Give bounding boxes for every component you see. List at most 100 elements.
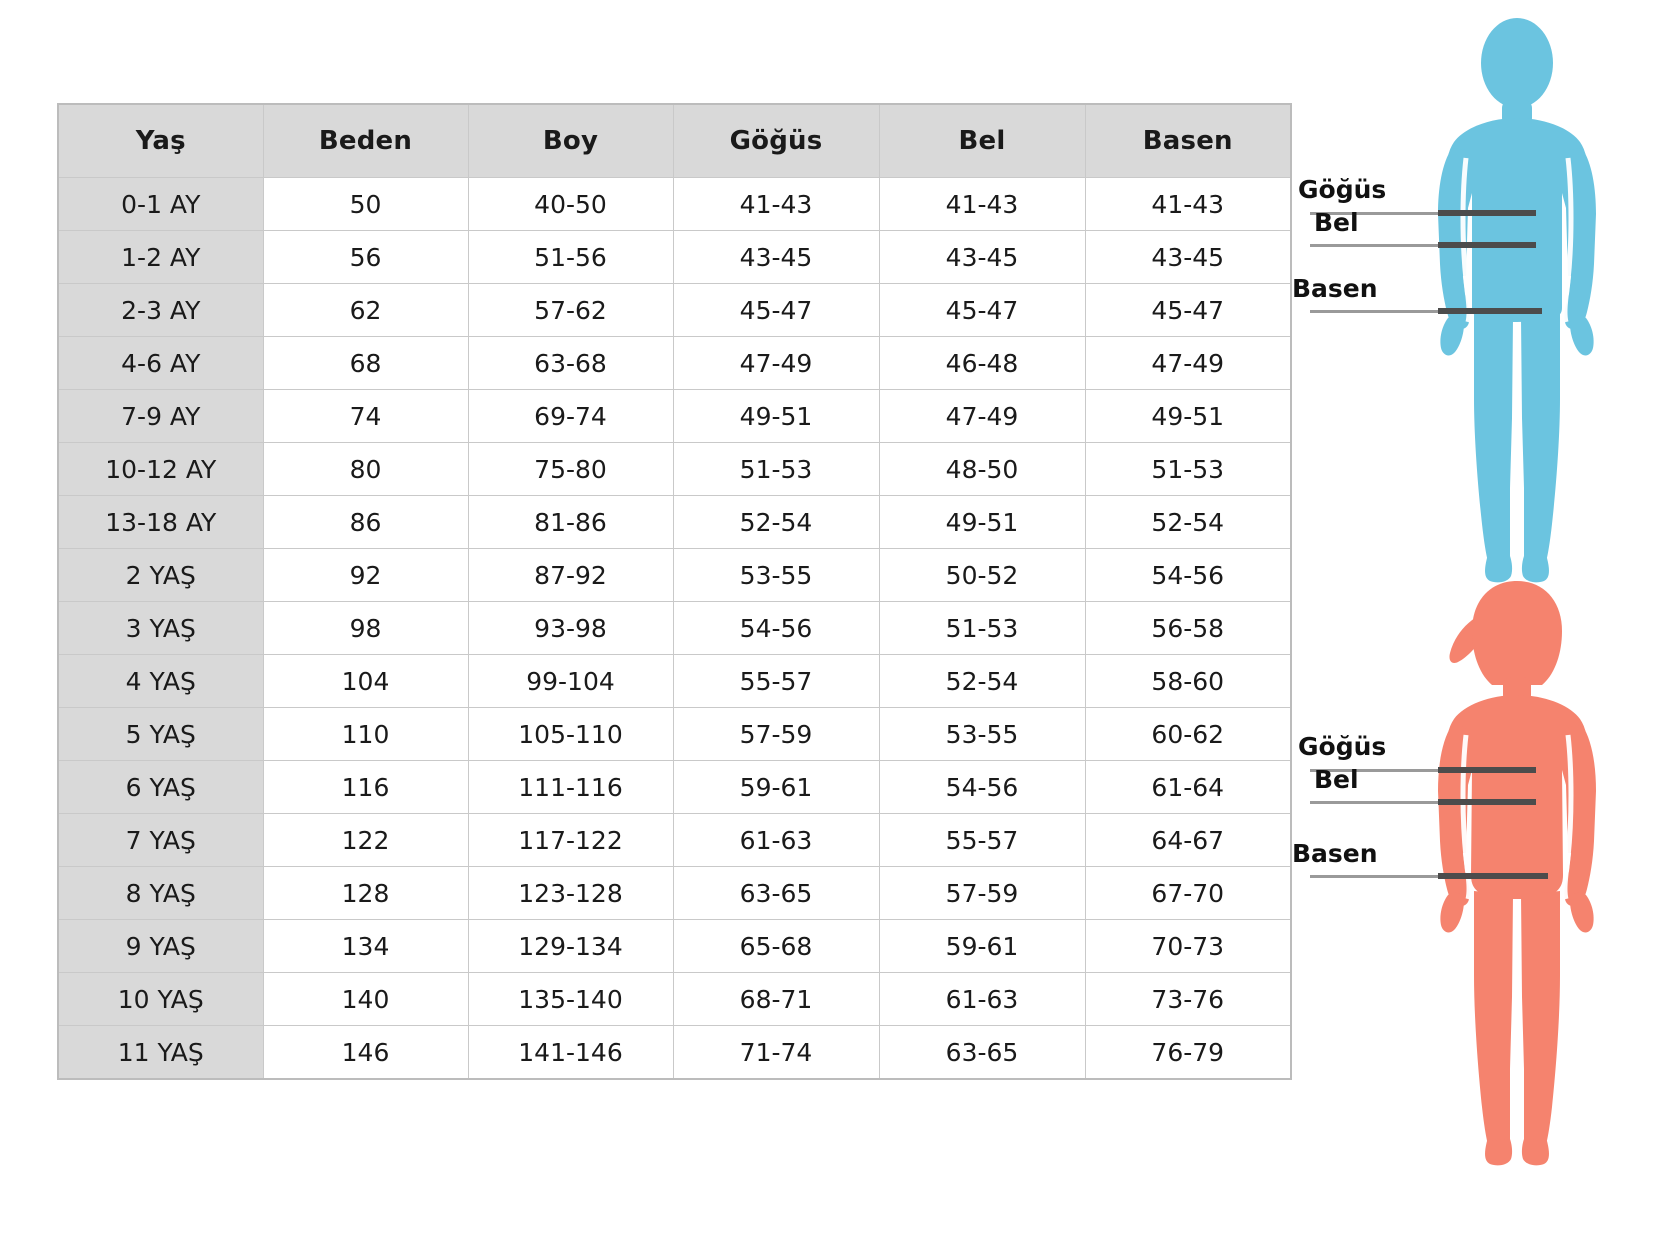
- cell-size: 56: [262, 230, 469, 284]
- cell-size: 68: [262, 336, 469, 390]
- header-row: Yaş Beden Boy Göğüs Bel Basen: [57, 103, 1292, 178]
- girl-waist-leader-line: [1310, 801, 1440, 804]
- size-chart-table-container: Yaş Beden Boy Göğüs Bel Basen 0-1 AY 50 40…: [57, 103, 1292, 1080]
- cell-size: 116: [262, 760, 469, 814]
- table-row: 5 YAŞ 110 105-110 57-59 53-55 60-62: [57, 707, 1292, 761]
- cell-waist: 54-56: [878, 760, 1086, 814]
- boy-hip-label: Basen: [1292, 274, 1378, 303]
- cell-hip: 41-43: [1084, 177, 1292, 231]
- boy-waist-band-line: [1438, 242, 1536, 248]
- table-row: 8 YAŞ 128 123-128 63-65 57-59 67-70: [57, 866, 1292, 920]
- column-header-height: Boy: [467, 103, 674, 178]
- table-row: 6 YAŞ 116 111-116 59-61 54-56 61-64: [57, 760, 1292, 814]
- cell-height: 135-140: [467, 972, 674, 1026]
- girl-hip-band-line: [1438, 873, 1548, 879]
- column-header-hip: Basen: [1084, 103, 1292, 178]
- cell-hip: 67-70: [1084, 866, 1292, 920]
- girl-hip-label: Basen: [1292, 839, 1378, 868]
- cell-age: 11 YAŞ: [57, 1025, 264, 1080]
- table-row: 1-2 AY 56 51-56 43-45 43-45 43-45: [57, 230, 1292, 284]
- table-row: 9 YAŞ 134 129-134 65-68 59-61 70-73: [57, 919, 1292, 973]
- cell-chest: 43-45: [672, 230, 880, 284]
- body-figures-panel: Göğüs Bel Basen: [1292, 0, 1680, 1245]
- cell-hip: 45-47: [1084, 283, 1292, 337]
- cell-hip: 70-73: [1084, 919, 1292, 973]
- girl-chest-label: Göğüs: [1298, 732, 1387, 761]
- cell-waist: 52-54: [878, 654, 1086, 708]
- girl-waist-label: Bel: [1314, 765, 1359, 794]
- cell-hip: 64-67: [1084, 813, 1292, 867]
- cell-chest: 59-61: [672, 760, 880, 814]
- cell-age: 7 YAŞ: [57, 813, 264, 867]
- cell-height: 69-74: [467, 389, 674, 443]
- cell-waist: 57-59: [878, 866, 1086, 920]
- girl-hip-leader-line: [1310, 875, 1440, 878]
- cell-chest: 49-51: [672, 389, 880, 443]
- cell-chest: 68-71: [672, 972, 880, 1026]
- column-header-age: Yaş: [57, 103, 264, 178]
- cell-hip: 73-76: [1084, 972, 1292, 1026]
- cell-height: 93-98: [467, 601, 674, 655]
- cell-age: 8 YAŞ: [57, 866, 264, 920]
- cell-height: 99-104: [467, 654, 674, 708]
- cell-age: 4-6 AY: [57, 336, 264, 390]
- cell-hip: 52-54: [1084, 495, 1292, 549]
- boy-chest-band-line: [1438, 210, 1536, 216]
- cell-size: 92: [262, 548, 469, 602]
- cell-age: 10-12 AY: [57, 442, 264, 496]
- cell-size: 74: [262, 389, 469, 443]
- cell-age: 10 YAŞ: [57, 972, 264, 1026]
- cell-size: 104: [262, 654, 469, 708]
- cell-chest: 41-43: [672, 177, 880, 231]
- cell-size: 146: [262, 1025, 469, 1080]
- girl-figure-block: Göğüs Bel Basen: [1292, 575, 1680, 1175]
- column-header-chest: Göğüs: [672, 103, 880, 178]
- cell-age: 6 YAŞ: [57, 760, 264, 814]
- cell-size: 110: [262, 707, 469, 761]
- cell-waist: 45-47: [878, 283, 1086, 337]
- cell-chest: 47-49: [672, 336, 880, 390]
- table-row: 7 YAŞ 122 117-122 61-63 55-57 64-67: [57, 813, 1292, 867]
- cell-size: 140: [262, 972, 469, 1026]
- boy-hip-leader-line: [1310, 310, 1440, 313]
- table-row: 4 YAŞ 104 99-104 55-57 52-54 58-60: [57, 654, 1292, 708]
- boy-silhouette: [1438, 18, 1596, 583]
- cell-waist: 43-45: [878, 230, 1086, 284]
- cell-age: 2 YAŞ: [57, 548, 264, 602]
- cell-height: 141-146: [467, 1025, 674, 1080]
- cell-size: 122: [262, 813, 469, 867]
- cell-age: 5 YAŞ: [57, 707, 264, 761]
- cell-chest: 51-53: [672, 442, 880, 496]
- table-row: 11 YAŞ 146 141-146 71-74 63-65 76-79: [57, 1025, 1292, 1080]
- boy-hip-band-line: [1438, 308, 1542, 314]
- cell-hip: 76-79: [1084, 1025, 1292, 1080]
- cell-height: 105-110: [467, 707, 674, 761]
- boy-figure-block: Göğüs Bel Basen: [1292, 18, 1680, 588]
- cell-chest: 61-63: [672, 813, 880, 867]
- cell-chest: 45-47: [672, 283, 880, 337]
- cell-waist: 48-50: [878, 442, 1086, 496]
- cell-age: 9 YAŞ: [57, 919, 264, 973]
- cell-height: 81-86: [467, 495, 674, 549]
- table-row: 2-3 AY 62 57-62 45-47 45-47 45-47: [57, 283, 1292, 337]
- girl-chest-leader-line: [1310, 769, 1440, 772]
- cell-chest: 65-68: [672, 919, 880, 973]
- table-row: 0-1 AY 50 40-50 41-43 41-43 41-43: [57, 177, 1292, 231]
- cell-waist: 41-43: [878, 177, 1086, 231]
- column-header-size: Beden: [262, 103, 469, 178]
- girl-chest-band-line: [1438, 767, 1536, 773]
- cell-waist: 61-63: [878, 972, 1086, 1026]
- cell-size: 62: [262, 283, 469, 337]
- cell-height: 129-134: [467, 919, 674, 973]
- cell-hip: 43-45: [1084, 230, 1292, 284]
- cell-age: 0-1 AY: [57, 177, 264, 231]
- cell-height: 87-92: [467, 548, 674, 602]
- boy-waist-leader-line: [1310, 244, 1440, 247]
- table-row: 2 YAŞ 92 87-92 53-55 50-52 54-56: [57, 548, 1292, 602]
- cell-height: 57-62: [467, 283, 674, 337]
- cell-age: 3 YAŞ: [57, 601, 264, 655]
- cell-chest: 71-74: [672, 1025, 880, 1080]
- size-chart-table: Yaş Beden Boy Göğüs Bel Basen 0-1 AY 50 40…: [57, 103, 1292, 1080]
- cell-hip: 56-58: [1084, 601, 1292, 655]
- cell-height: 117-122: [467, 813, 674, 867]
